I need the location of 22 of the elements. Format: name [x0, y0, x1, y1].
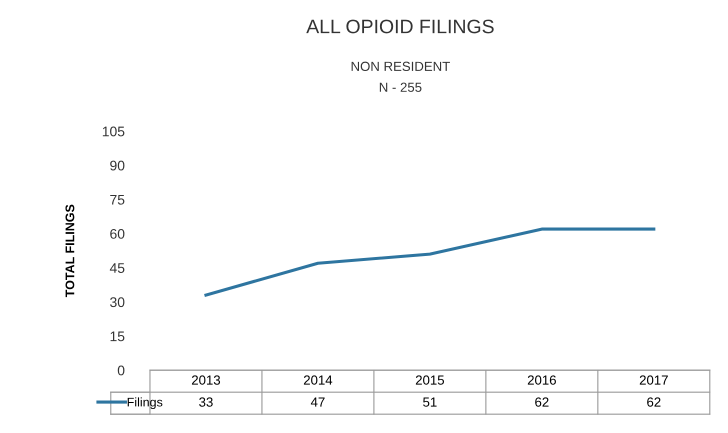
legend-label: Filings [128, 397, 162, 410]
y-tick-label: 45 [110, 263, 124, 273]
data-label: 47 [310, 398, 325, 407]
data-label: 62 [535, 397, 549, 407]
y-tick-label: 90 [110, 160, 124, 171]
chart-title: ALL OPIOID FILINGS [306, 20, 494, 34]
y-tick-label: 30 [110, 297, 124, 308]
data-label: 51 [423, 398, 437, 407]
y-tick-label: 75 [110, 194, 124, 205]
x-tick-label: 2016 [528, 375, 556, 385]
y-axis-title: TOTAL FILINGS [65, 204, 74, 298]
y-tick-label: 60 [110, 228, 124, 239]
y-tick-label: 15 [110, 332, 124, 342]
x-tick-label: 2017 [640, 375, 668, 385]
x-tick-label: 2013 [192, 375, 220, 385]
x-tick-label: 2014 [304, 375, 332, 385]
chart-subtitle: NON RESIDENT N - 255 [352, 62, 450, 92]
data-label: 33 [199, 397, 213, 407]
data-label: 62 [647, 397, 660, 407]
y-tick-label: 105 [102, 126, 124, 136]
y-tick-label: 0 [118, 366, 124, 376]
x-tick-label: 2015 [416, 375, 444, 385]
